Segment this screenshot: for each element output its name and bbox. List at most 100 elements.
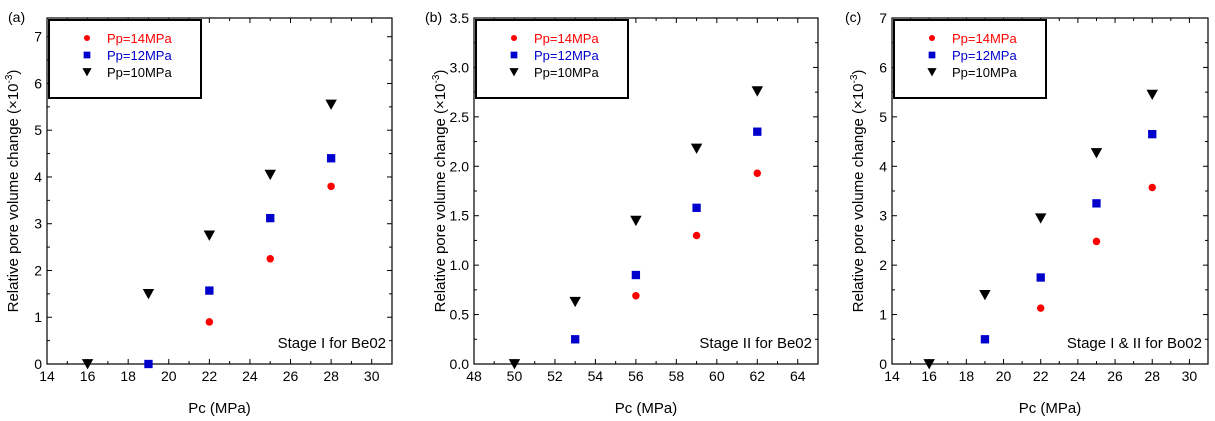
- y-tick-label: 2.0: [450, 158, 470, 174]
- x-axis-label: Pc (MPa): [188, 400, 251, 417]
- legend-entry: Pp=14MPa: [107, 31, 172, 46]
- data-point: [266, 255, 274, 263]
- y-axis-label: Relative pore volume change (×10-3): [4, 70, 22, 313]
- data-point: [751, 86, 764, 97]
- legend-marker: [510, 34, 518, 42]
- y-axis-label-exponent: -3: [4, 74, 15, 83]
- data-point: [81, 359, 94, 370]
- data-point: [569, 296, 581, 308]
- data-point: [1034, 213, 1047, 224]
- x-tick-label: 14: [884, 368, 900, 384]
- legend: Pp=14MPa Pp=12MPa Pp=10MPa: [475, 19, 629, 99]
- y-axis-label-close: ): [432, 70, 449, 75]
- y-tick-label: 3.5: [450, 10, 470, 26]
- x-tick-label: 64: [790, 368, 806, 384]
- legend-marker: [83, 34, 91, 42]
- data-point: [264, 169, 276, 181]
- y-tick-label: 2: [34, 262, 42, 278]
- y-axis-label: Relative pore volume change (×10-3): [849, 70, 867, 313]
- data-point: [508, 359, 521, 370]
- y-tick-label: 4: [34, 169, 42, 185]
- x-axis-label: Pc (MPa): [1019, 400, 1082, 417]
- data-point: [753, 127, 762, 136]
- data-point: [632, 292, 640, 300]
- stage-annotation: Stage I & II for Bo02: [1067, 335, 1202, 352]
- x-tick-label: 60: [709, 368, 725, 384]
- y-tick-label: 7: [34, 29, 42, 45]
- y-tick-label: 2: [879, 257, 887, 273]
- y-axis-label-exponent: -3: [849, 74, 860, 83]
- x-tick-label: 18: [959, 368, 975, 384]
- data-point: [630, 215, 642, 227]
- legend-entry: Pp=14MPa: [952, 31, 1017, 46]
- x-tick-label: 26: [1107, 368, 1123, 384]
- series-2: [144, 154, 336, 369]
- series-3: [81, 99, 337, 370]
- series-2: [980, 129, 1157, 344]
- x-tick-label: 20: [996, 368, 1012, 384]
- data-point: [144, 359, 153, 369]
- x-tick-label: 14: [39, 368, 55, 384]
- data-point: [266, 213, 275, 223]
- y-axis-label: Relative pore volume change (×10-3): [431, 70, 449, 313]
- x-axis-label: Pc (MPa): [615, 400, 678, 417]
- data-point: [753, 169, 762, 177]
- panel-label: (c): [845, 9, 861, 25]
- legend-entry: Pp=14MPa: [534, 31, 599, 46]
- legend-entry: Pp=10MPa: [534, 65, 599, 80]
- data-point: [205, 318, 214, 326]
- legend-entry: Pp=10MPa: [952, 65, 1017, 80]
- series-3: [508, 86, 764, 370]
- y-tick-label: 0.5: [450, 307, 470, 323]
- legend-marker: [83, 51, 91, 59]
- series-1: [205, 182, 335, 326]
- data-point: [571, 335, 580, 344]
- chart-panel-1: (a) 14 16 18 20 22 24 26 28 30 0 1 2 3 4 5 6 7 Pc (MPa) Rel…: [4, 9, 393, 417]
- legend-box: [48, 19, 202, 99]
- y-tick-label: 6: [34, 75, 42, 91]
- data-point: [203, 230, 216, 241]
- legend-entry: Pp=12MPa: [534, 48, 599, 63]
- panel-label: (b): [425, 9, 442, 25]
- x-tick-label: 30: [1182, 368, 1198, 384]
- y-axis-label-exponent: -3: [431, 74, 442, 83]
- x-tick-label: 62: [750, 368, 766, 384]
- chart-panel-2: (b) 48 50 52 54 56 58 60 62 64 0.0 0.5 1.0 1.5 2.0 2.5 3…: [425, 9, 819, 417]
- x-tick-label: 22: [202, 368, 218, 384]
- data-point: [1036, 273, 1045, 282]
- data-point: [142, 289, 155, 300]
- y-axis-label-text: Relative pore volume change (×10: [850, 84, 867, 313]
- x-tick-label: 18: [120, 368, 136, 384]
- stage-annotation: Stage II for Be02: [699, 335, 812, 352]
- legend: Pp=14MPa Pp=12MPa Pp=10MPa: [893, 19, 1047, 99]
- data-point: [692, 231, 701, 240]
- legend-marker: [928, 51, 936, 59]
- x-tick-label: 54: [588, 368, 604, 384]
- x-tick-label: 52: [547, 368, 563, 384]
- legend: Pp=14MPa Pp=12MPa Pp=10MPa: [48, 19, 202, 99]
- y-tick-label: 1.0: [450, 257, 470, 273]
- y-axis-label-text: Relative pore volume change (×10: [5, 84, 22, 313]
- y-tick-label: 0: [34, 356, 42, 372]
- y-tick-label: 5: [34, 122, 42, 138]
- data-point: [923, 359, 935, 370]
- series-2: [571, 127, 762, 344]
- data-point: [980, 335, 990, 344]
- legend-box: [893, 19, 1047, 99]
- data-point: [1090, 148, 1103, 159]
- y-tick-label: 1.5: [450, 208, 470, 224]
- data-point: [690, 143, 703, 154]
- plot-frame: [46, 17, 393, 365]
- data-point: [692, 203, 701, 212]
- legend-entry: Pp=12MPa: [107, 48, 172, 63]
- y-tick-label: 5: [879, 109, 887, 125]
- x-tick-label: 16: [80, 368, 96, 384]
- y-tick-label: 3: [879, 208, 887, 224]
- x-tick-label: 56: [628, 368, 644, 384]
- series-3: [923, 89, 1158, 370]
- legend-marker: [510, 51, 518, 59]
- panel-label: (a): [8, 9, 25, 25]
- y-tick-label: 1: [34, 309, 42, 325]
- chart-panel-3: (c) 14 16 18 20 22 24 26 28 30 0 1 2 3 4 5 6 7 Pc (MPa) Rel…: [845, 9, 1209, 417]
- data-point: [327, 182, 335, 191]
